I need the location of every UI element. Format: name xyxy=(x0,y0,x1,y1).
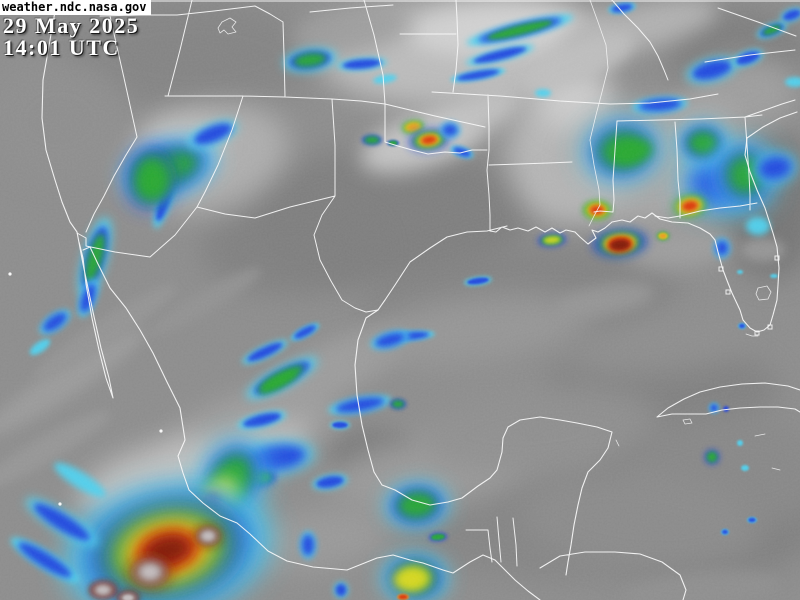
cuba-coastline xyxy=(656,382,800,418)
site-watermark: weather.ndc.nasa.gov xyxy=(0,0,151,15)
city-marker xyxy=(754,330,760,336)
time-label: 14:01 UTC xyxy=(3,35,120,60)
mississippi-river xyxy=(588,0,609,227)
gulf-coastline xyxy=(354,212,758,600)
atlantic-florida-coastline xyxy=(744,111,798,333)
date-label: 29 May 2025 xyxy=(3,13,140,38)
city-marker xyxy=(725,289,731,295)
city-marker xyxy=(767,324,773,330)
city-marker xyxy=(774,255,780,261)
state-borders xyxy=(0,0,800,567)
city-marker xyxy=(718,266,724,272)
lakes-and-islets xyxy=(217,17,781,471)
pacific-coastline xyxy=(41,0,541,600)
